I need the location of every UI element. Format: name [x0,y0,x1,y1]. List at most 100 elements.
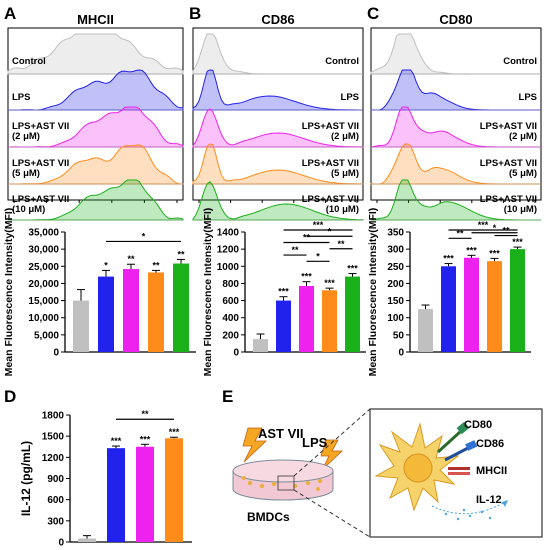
y-axis-label: Mean Fluorescence Intensity(MFI) [3,208,15,377]
y-tick-label: 5,000 [34,330,59,341]
histogram-row-label: LPS+AST VII [480,121,537,132]
histogram-curve [8,69,184,111]
bar [510,249,525,352]
significance-mark: *** [301,272,312,282]
mhcii-label: MHCII [476,465,507,477]
y-axis-label: IL-12 (pg/mL) [19,441,33,516]
bar [78,538,96,542]
cd86-label: CD86 [476,438,504,450]
y-tick-label: 35,000 [28,228,59,239]
histogram-row-label: (2 μM) [509,131,537,142]
bar-charts: 0 5,000 10,000 15,000 20,000 25,000 30,000 35,0… [3,208,531,549]
significance-mark: *** [489,248,500,258]
bracket-label: * [493,223,497,233]
y-tick-label: 0 [398,348,404,359]
histogram-frame [192,27,364,201]
histogram-frame [370,27,542,201]
bar [345,276,360,352]
bracket-label: ** [303,233,311,243]
bracket-label: *** [478,220,489,230]
histogram-row-label: (5 μM) [509,168,537,179]
significance-mark: * [104,260,108,270]
y-tick-label: 1400 [217,228,240,239]
significance-mark: *** [347,264,358,274]
histogram-row-label: (5 μM) [12,168,40,179]
y-tick-label: 1000 [217,262,240,273]
histogram-row-label: LPS+AST VII [302,121,359,132]
y-tick-label: 350 [387,228,404,239]
significance-mark: *** [512,237,523,247]
histogram-curve [192,181,364,221]
bracket-label: ** [456,228,464,238]
y-axis-label: Mean Fluorescence Intensity(MFI) [367,208,379,377]
bar [148,272,164,352]
y-tick-label: 900 [47,474,64,485]
y-tick-label: 50 [393,330,405,341]
y-tick-label: 1500 [42,432,65,443]
histogram-title: MHCII [77,12,114,27]
y-tick-label: 20,000 [28,279,59,290]
y-tick-label: 200 [387,279,404,290]
significance-mark: *** [140,434,151,444]
histogram-curve [192,69,363,111]
bar [276,300,291,352]
bracket-label: *** [313,220,324,230]
histogram-row-label: (10 μM) [12,204,45,215]
histogram-row-label: (10 μM) [326,204,359,215]
cd80-label: CD80 [464,419,492,431]
bar [123,269,139,352]
bar [322,290,337,352]
panel-label-e: E [222,387,233,406]
histogram-curve [192,143,364,185]
histogram-row-label: (10 μM) [504,204,537,215]
histogram-row-label: (5 μM) [331,168,359,179]
bracket-label: ** [337,239,345,249]
il12-label: IL-12 [476,494,502,506]
y-tick-label: 10,000 [28,313,59,324]
histogram-row-label: LPS+AST VII [480,194,537,205]
y-tick-label: 0 [58,538,64,549]
y-axis-label: Mean Fluorescence Intensity(MFI) [202,208,214,377]
dish-label: BMDCs [247,510,290,524]
bar-chart: 0 50 100 150 200 250 300 350 Mean Fluorescence I… [367,208,531,377]
bar [136,446,154,542]
bar [98,276,114,352]
y-tick-label: 250 [387,262,404,273]
bar [418,309,433,352]
histogram-row-label: (2 μM) [12,131,40,142]
y-tick-label: 300 [47,516,64,527]
y-tick-label: 300 [387,245,404,256]
bracket-label: ** [291,245,299,255]
y-tick-label: 15,000 [28,296,59,307]
y-tick-label: 1200 [217,245,240,256]
significance-mark: *** [278,287,289,297]
y-tick-label: 800 [222,279,239,290]
panel-label-c: C [367,4,379,23]
significance-mark: *** [169,427,180,437]
secretion-arrow [431,499,509,515]
panel-label-b: B [189,4,201,23]
y-tick-label: 100 [387,313,404,324]
histogram-row-label: Control [503,56,537,67]
mhcii-receptor [448,467,470,475]
histogram-curve [192,33,363,75]
bar [441,266,456,352]
bar [165,438,183,542]
bracket-label: ** [141,409,149,419]
histogram-row-label: LPS+AST VII [12,194,69,205]
bar [73,300,89,352]
histogram-curve [7,33,184,75]
histogram-curve [370,69,541,111]
bar-chart: 0 5,000 10,000 15,000 20,000 25,000 30,000 35,0… [3,208,196,377]
panel-label-d: D [4,387,16,406]
y-tick-label: 0 [233,348,239,359]
histogram-row-label: LPS [519,92,537,103]
y-tick-label: 0 [53,348,59,359]
histogram-row-label: LPS+AST VII [480,158,537,169]
y-tick-label: 150 [387,296,404,307]
lps-label: LPS [302,435,328,450]
histogram-row-label: LPS+AST VII [302,194,359,205]
